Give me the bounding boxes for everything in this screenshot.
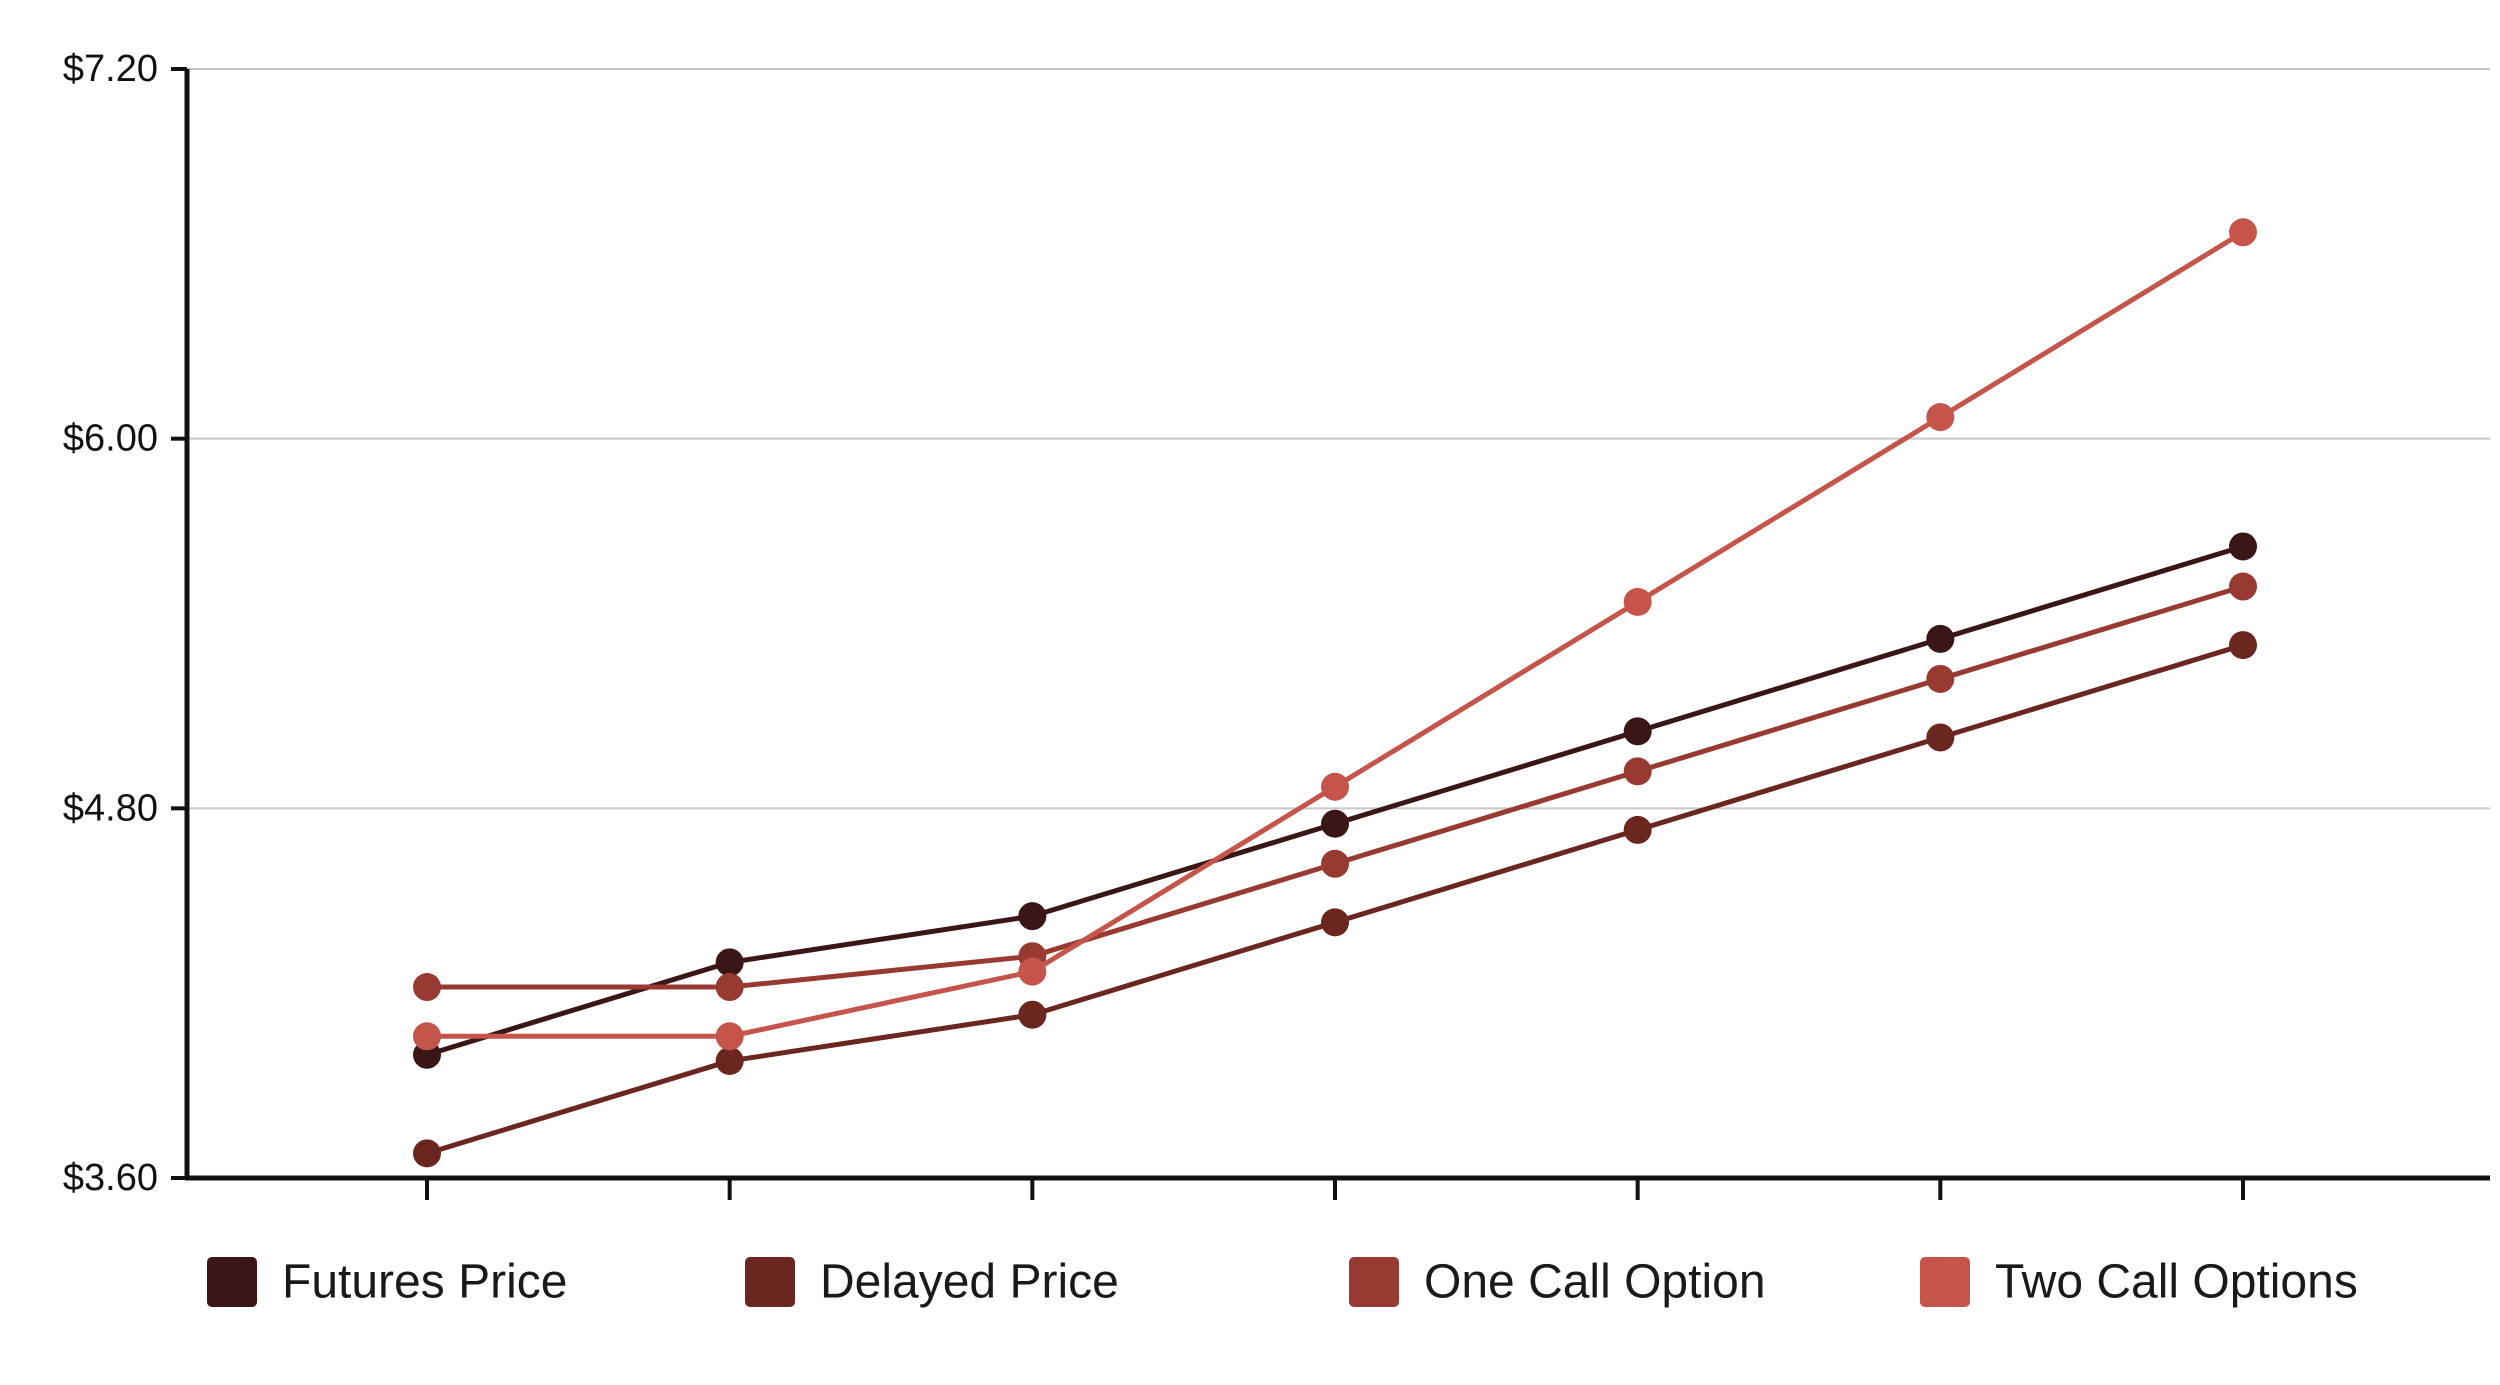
data-point-two-call-options (1018, 957, 1047, 986)
legend-item-two-call-options: Two Call Options (1920, 1256, 2358, 1309)
gridlines (187, 68, 2490, 810)
data-point-two-call-options (2229, 218, 2257, 247)
series-lines (413, 218, 2257, 1168)
data-point-two-call-options (413, 1022, 441, 1051)
data-point-two-call-options (715, 1022, 744, 1051)
data-point-delayed-price (2229, 631, 2257, 660)
data-point-delayed-price (1321, 908, 1349, 937)
data-point-futures-price (1623, 717, 1652, 746)
legend-swatch (207, 1257, 257, 1307)
data-point-one-call-option (2229, 572, 2257, 601)
y-tick-label: $3.60 (63, 1157, 158, 1199)
y-tick-label: $4.80 (63, 787, 158, 829)
legend: Futures Price Delayed Price One Call Optio… (207, 1256, 2358, 1309)
data-point-futures-price (715, 948, 744, 977)
series-line-delayed-price (426, 642, 2244, 1156)
data-point-two-call-options (1321, 772, 1349, 801)
data-point-futures-price (1018, 902, 1047, 931)
legend-label: Delayed Price (820, 1256, 1119, 1309)
y-tick-label: $7.20 (63, 48, 158, 90)
legend-item-one-call-option: One Call Option (1349, 1256, 1766, 1309)
data-point-futures-price (1926, 624, 1955, 653)
data-point-delayed-price (1926, 723, 1955, 752)
data-point-two-call-options (1926, 403, 1955, 432)
legend-item-futures-price: Futures Price (207, 1256, 567, 1309)
y-tick-label: $6.00 (63, 418, 158, 460)
legend-label: One Call Option (1424, 1256, 1766, 1309)
legend-swatch (1920, 1257, 1970, 1307)
data-point-one-call-option (413, 973, 441, 1002)
data-point-one-call-option (1926, 664, 1955, 693)
data-point-one-call-option (1623, 757, 1652, 786)
data-point-futures-price (1321, 809, 1349, 838)
legend-swatch (1349, 1257, 1399, 1307)
data-point-one-call-option (1321, 849, 1349, 878)
data-point-delayed-price (1623, 815, 1652, 844)
legend-label: Two Call Options (1995, 1256, 2358, 1309)
legend-label: Futures Price (282, 1256, 567, 1309)
data-point-delayed-price (413, 1139, 441, 1168)
data-point-one-call-option (715, 973, 744, 1002)
legend-swatch (745, 1257, 795, 1307)
data-point-futures-price (2229, 532, 2257, 561)
data-point-two-call-options (1623, 587, 1652, 616)
data-point-delayed-price (715, 1046, 744, 1075)
legend-item-delayed-price: Delayed Price (745, 1256, 1119, 1309)
axes: $3.60 $4.80 $6.00 $7.20 (63, 48, 2490, 1200)
data-point-delayed-price (1018, 1000, 1047, 1029)
